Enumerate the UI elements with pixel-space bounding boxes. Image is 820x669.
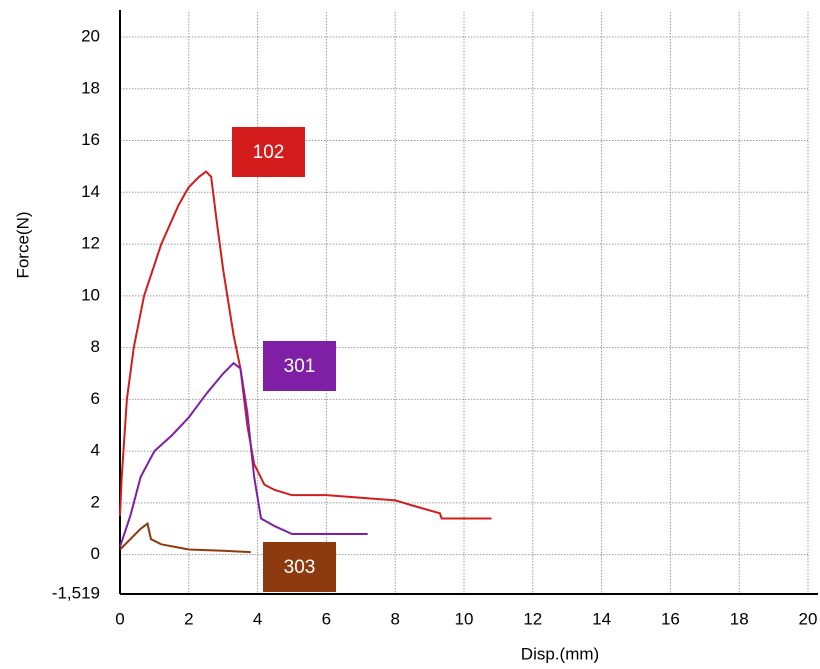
series-label-box [263, 341, 336, 391]
y-tick-label: 12 [81, 234, 100, 253]
line-series [119, 170, 492, 520]
x-axis-label: Disp.(mm) [521, 644, 599, 663]
x-tick-label: 6 [322, 609, 331, 628]
line-series [119, 521, 251, 554]
x-tick-label: 8 [390, 609, 399, 628]
x-tick-label: 20 [799, 609, 818, 628]
series-label: 303 [284, 557, 316, 578]
x-tick-label: 4 [253, 609, 262, 628]
x-tick-label: 18 [730, 609, 749, 628]
x-tick-label: 2 [184, 609, 193, 628]
series-label: 102 [253, 142, 285, 163]
y-tick-label: 10 [81, 285, 100, 304]
y-tick-label: -1,519 [52, 583, 100, 602]
y-tick-label: 14 [81, 182, 100, 201]
x-tick-label: 10 [455, 609, 474, 628]
x-tick-label: 14 [592, 609, 611, 628]
series-label-box [232, 127, 305, 177]
y-tick-label: 18 [81, 78, 100, 97]
y-axis-label: Force(N) [13, 211, 32, 278]
line-series [119, 361, 368, 548]
x-tick-label: 0 [115, 609, 124, 628]
x-tick-label: 16 [661, 609, 680, 628]
y-tick-label: 4 [91, 441, 100, 460]
series-label: 301 [284, 356, 316, 377]
y-tick-label: 6 [91, 389, 100, 408]
y-tick-label: 20 [81, 26, 100, 45]
y-tick-label: 0 [91, 544, 100, 563]
x-tick-label: 12 [523, 609, 542, 628]
y-tick-label: 16 [81, 130, 100, 149]
y-tick-label: 2 [91, 492, 100, 511]
series-label-box [263, 542, 336, 592]
y-tick-label: 8 [91, 337, 100, 356]
